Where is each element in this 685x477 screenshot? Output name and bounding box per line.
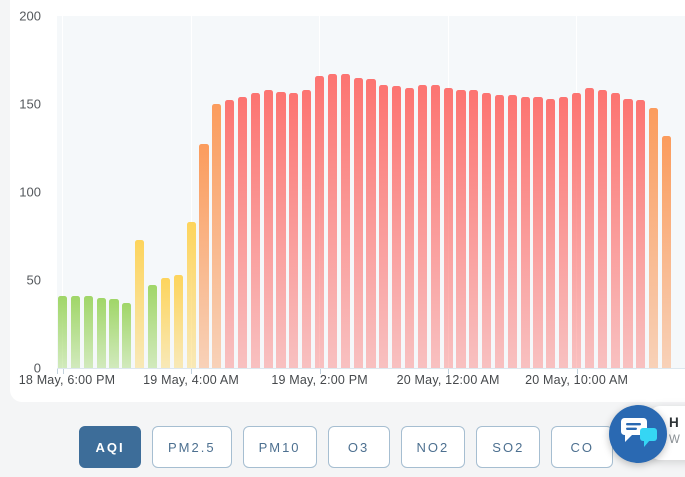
aqi-bar[interactable]	[212, 104, 222, 368]
aqi-bar[interactable]	[289, 93, 299, 368]
x-tick-label: 18 May, 6:00 PM	[18, 373, 116, 387]
aqi-bar[interactable]	[327, 74, 338, 368]
y-tick-label: 50	[26, 272, 41, 288]
chat-teaser-subtitle: W	[669, 434, 680, 446]
aqi-bar[interactable]	[469, 89, 479, 368]
aqi-bar[interactable]	[315, 75, 325, 368]
axis-corner-tick	[57, 369, 58, 374]
aqi-bar[interactable]	[494, 95, 505, 368]
chat-teaser-title: H	[669, 415, 679, 430]
x-tick-mark	[448, 369, 450, 374]
chat-launcher-button[interactable]	[609, 405, 667, 463]
pollutant-tab-pm10[interactable]: PM10	[242, 426, 317, 468]
x-tick-label: 19 May, 2:00 PM	[271, 373, 368, 387]
aqi-bar[interactable]	[661, 135, 672, 368]
aqi-bar[interactable]	[109, 299, 119, 368]
aqi-bar[interactable]	[147, 285, 158, 368]
aqi-bar[interactable]	[186, 221, 196, 368]
aqi-bar[interactable]	[353, 77, 363, 368]
aqi-bar[interactable]	[70, 295, 81, 368]
pollutant-tab-o3[interactable]: O3	[327, 426, 390, 468]
x-tick-mark	[62, 369, 64, 374]
pollutant-tab-aqi[interactable]: AQI	[79, 426, 141, 468]
aqi-bar[interactable]	[58, 295, 68, 368]
x-tick-mark	[191, 369, 193, 374]
aqi-bar[interactable]	[340, 74, 350, 368]
aqi-bar[interactable]	[225, 100, 235, 368]
aqi-bar[interactable]	[276, 91, 286, 368]
aqi-bar[interactable]	[404, 88, 415, 368]
aqi-bar[interactable]	[173, 274, 183, 368]
aqi-bar[interactable]	[199, 144, 209, 368]
y-tick-label: 100	[19, 184, 41, 200]
aqi-bar[interactable]	[482, 93, 492, 368]
aqi-bar[interactable]	[623, 98, 633, 368]
aqi-bar[interactable]	[83, 295, 93, 368]
aqi-bar[interactable]	[263, 89, 273, 368]
pollutant-tab-no2[interactable]: NO2	[400, 426, 466, 468]
y-tick-label: 150	[19, 96, 41, 112]
aqi-bar[interactable]	[237, 96, 248, 368]
aqi-bar[interactable]	[392, 86, 402, 368]
plot-area	[57, 16, 685, 368]
aqi-bar[interactable]	[250, 93, 260, 368]
aqi-bar-chart: 0 50 100 150 200 18 May, 6:00 PM 19 May, 4:00…	[18, 8, 685, 387]
pollutant-tab-pm25[interactable]: PM2.5	[152, 426, 232, 468]
aqi-bar[interactable]	[417, 84, 427, 368]
vertical-gridline	[62, 16, 64, 368]
aqi-bar[interactable]	[507, 95, 517, 368]
aqi-bar[interactable]	[456, 89, 466, 368]
aqi-bar[interactable]	[135, 239, 145, 368]
x-tick-label: 19 May, 4:00 AM	[143, 373, 240, 387]
aqi-bar[interactable]	[366, 79, 376, 368]
aqi-bar[interactable]	[636, 100, 646, 368]
aqi-bar[interactable]	[572, 93, 582, 368]
aqi-bar[interactable]	[610, 93, 620, 368]
aqi-bar[interactable]	[379, 84, 389, 368]
aqi-bar[interactable]	[533, 96, 543, 368]
aqi-bar[interactable]	[96, 297, 106, 368]
x-tick-mark	[576, 369, 578, 374]
aqi-bar[interactable]	[546, 98, 556, 368]
aqi-bar[interactable]	[160, 278, 170, 368]
aqi-bar[interactable]	[559, 96, 569, 368]
aqi-bar[interactable]	[649, 107, 659, 368]
aqi-bar[interactable]	[584, 88, 595, 368]
aqi-bar[interactable]	[443, 88, 453, 368]
x-tick-label: 20 May, 12:00 AM	[396, 373, 500, 387]
aqi-bar[interactable]	[302, 89, 312, 368]
x-axis-line	[57, 368, 685, 369]
aqi-bar[interactable]	[122, 302, 132, 368]
chat-bubbles-icon	[621, 418, 657, 447]
vertical-gridline	[190, 16, 192, 368]
y-tick-label: 200	[19, 8, 41, 24]
pollutant-tab-so2[interactable]: SO2	[476, 426, 541, 468]
aqi-bar[interactable]	[520, 96, 530, 368]
y-tick-label: 0	[33, 360, 41, 376]
pollutant-tab-bar: AQI PM2.5 PM10 O3 NO2 SO2 CO	[79, 426, 614, 468]
x-tick-label: 20 May, 10:00 AM	[525, 373, 629, 387]
aqi-bar[interactable]	[597, 89, 607, 368]
x-tick-mark	[319, 369, 321, 374]
aqi-bar[interactable]	[430, 84, 440, 368]
pollutant-tab-co[interactable]: CO	[551, 426, 614, 468]
